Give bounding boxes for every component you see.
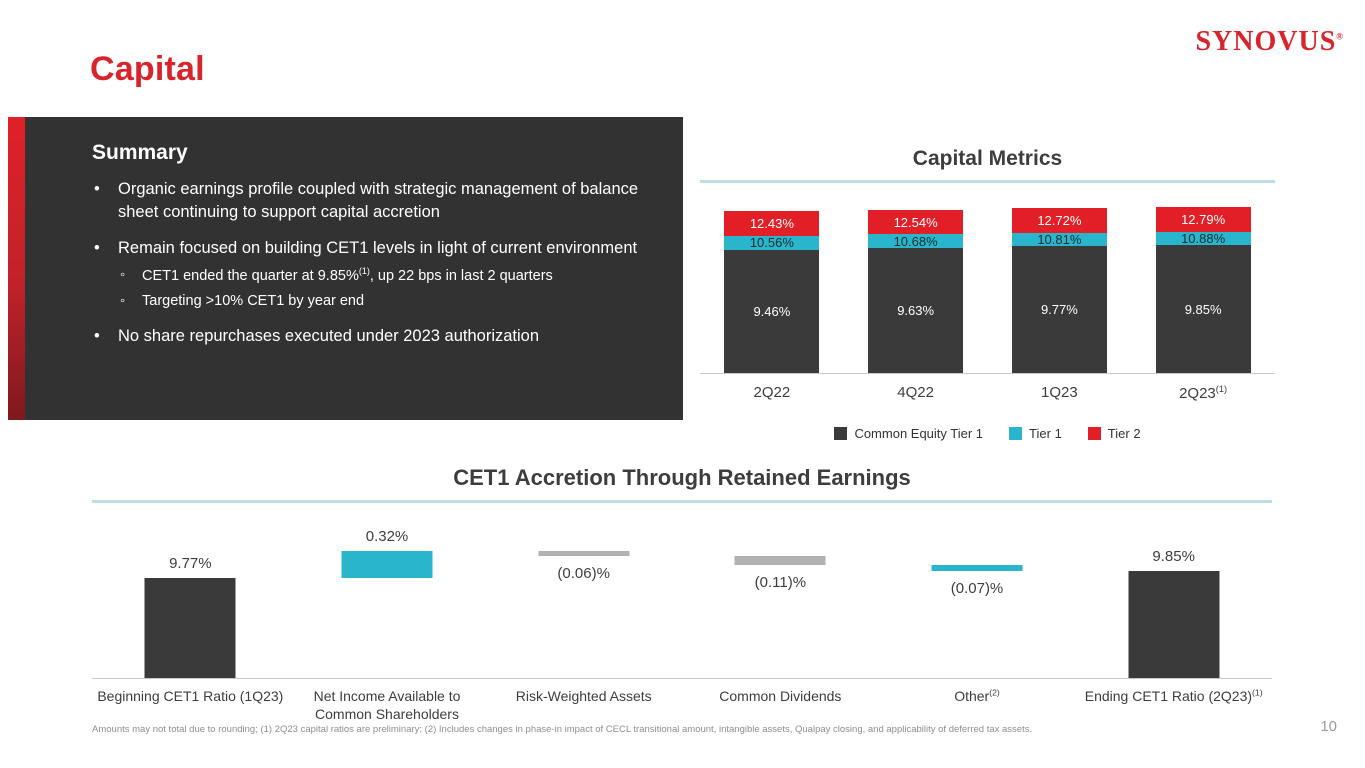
waterfall-bar (734, 555, 826, 566)
waterfall-value-label: (0.06)% (557, 564, 610, 582)
bar-column: 9.63% 10.68% 12.54% (844, 210, 988, 373)
waterfall-column: (0.11)% (682, 506, 879, 678)
bar-segment-value: 10.56% (749, 235, 794, 251)
bar-column: 9.85% 10.88% 12.79% (1131, 206, 1275, 373)
bar-segment-value: 12.79% (1181, 211, 1226, 227)
bar-segment-common-equity-tier-1: 9.63% (868, 247, 964, 373)
cet1-accretion-title: CET1 Accretion Through Retained Earnings (453, 465, 911, 490)
bar-segment-value: 12.54% (893, 214, 938, 230)
legend-item: Tier 2 (1087, 426, 1141, 441)
bar-segment-tier-1: 10.56% (724, 235, 820, 251)
legend-item: Common Equity Tier 1 (834, 426, 983, 441)
waterfall-column: (0.07)% (879, 506, 1076, 678)
summary-bullet: CET1 ended the quarter at 9.85%(1), up 2… (120, 265, 655, 286)
waterfall-column: (0.06)% (485, 506, 682, 678)
page-title: Capital (90, 50, 205, 88)
waterfall-value-label: 9.77% (169, 555, 212, 572)
summary-bullet: Organic earnings profile coupled with st… (92, 178, 655, 224)
page-number: 10 (1320, 718, 1337, 735)
waterfall-bar (538, 550, 630, 556)
x-axis-label: 2Q22 (753, 384, 791, 401)
bar-segment-value: 12.43% (749, 216, 794, 232)
waterfall-value-label: (0.11)% (754, 574, 807, 592)
bar-segment-value: 9.63% (897, 302, 935, 318)
stacked-bar: 9.46% 10.56% 12.43% (724, 211, 820, 373)
waterfall-column: 9.85% (1075, 506, 1272, 678)
bar-segment-value: 10.68% (893, 233, 938, 249)
bar-segment-tier-2: 12.54% (868, 210, 964, 235)
capital-metrics-chart: Capital Metrics 9.46% 10.56% 12.43% 9.63% 10… (700, 147, 1275, 441)
synovus-logo: SYNOVUS® (1195, 26, 1343, 58)
waterfall-value-label: 0.32% (365, 527, 409, 545)
x-axis-label: 1Q23 (1041, 384, 1078, 401)
title-divider (92, 500, 1272, 503)
waterfall-bar (931, 565, 1023, 572)
x-axis-label: 2Q23(1) (1179, 384, 1228, 402)
bar-segment-value: 12.72% (1037, 212, 1082, 228)
bar-segment-common-equity-tier-1: 9.77% (1011, 246, 1107, 373)
summary-list: Organic earnings profile coupled with st… (92, 178, 655, 348)
capital-metrics-plot: 9.46% 10.56% 12.43% 9.63% 10.68% 12.54% 9.77% 1… (700, 203, 1275, 374)
legend-item: Tier 1 (1009, 426, 1062, 441)
bar-segment-common-equity-tier-1: 9.46% (724, 250, 820, 373)
summary-heading: Summary (92, 141, 188, 164)
legend-swatch (834, 427, 848, 440)
bar-segment-tier-2: 12.43% (724, 211, 820, 236)
capital-metrics-legend: Common Equity Tier 1 Tier 1 Tier 2 (700, 426, 1275, 441)
waterfall-category-label: Risk-Weighted Assets (515, 688, 652, 704)
cet1-accretion-chart: CET1 Accretion Through Retained Earnings… (92, 465, 1272, 723)
cet1-accretion-x-axis: Beginning CET1 Ratio (1Q23) Net Income Av… (92, 687, 1272, 723)
bar-column: 9.46% 10.56% 12.43% (700, 211, 844, 373)
bar-segment-value: 9.77% (1040, 302, 1078, 317)
registered-trademark-icon: ® (1336, 31, 1343, 42)
stacked-bar: 9.63% 10.68% 12.54% (868, 210, 964, 373)
waterfall-column: 9.77% (92, 506, 289, 678)
summary-bullet: No share repurchases executed under 2023… (92, 325, 655, 348)
bar-segment-tier-1: 10.68% (868, 233, 964, 249)
waterfall-column: 0.32% (289, 506, 486, 678)
waterfall-bar (341, 550, 433, 578)
bar-segment-tier-1: 10.88% (1155, 230, 1251, 246)
bar-segment-value: 9.85% (1184, 301, 1222, 317)
summary-bullet: Remain focused on building CET1 levels i… (92, 237, 655, 260)
logo-text: SYNOVUS (1195, 26, 1337, 57)
title-divider (700, 180, 1275, 183)
stacked-bar: 9.85% 10.88% 12.79% (1155, 206, 1251, 373)
waterfall-category-label: Beginning CET1 Ratio (1Q23) (97, 688, 284, 704)
capital-metrics-title: Capital Metrics (912, 147, 1063, 170)
bar-segment-value: 10.88% (1181, 230, 1226, 246)
waterfall-value-label: 9.85% (1152, 548, 1195, 566)
bar-segment-tier-2: 12.72% (1011, 207, 1107, 233)
bar-segment-tier-1: 10.81% (1011, 231, 1107, 247)
legend-label: Tier 1 (1029, 426, 1062, 441)
summary-panel: Summary Organic earnings profile coupled… (25, 117, 683, 420)
waterfall-bar (144, 578, 236, 678)
legend-label: Common Equity Tier 1 (854, 426, 984, 441)
bar-segment-tier-2: 12.79% (1155, 206, 1251, 232)
waterfall-category-label: Common Dividends (719, 688, 842, 704)
bar-column: 9.77% 10.81% 12.72% (988, 207, 1132, 373)
stacked-bar: 9.77% 10.81% 12.72% (1011, 207, 1107, 373)
waterfall-category-label: Ending CET1 Ratio (2Q23)(1) (1084, 687, 1263, 704)
waterfall-bar (1128, 571, 1220, 678)
waterfall-category-label: Net Income Available to Common Sharehold… (313, 688, 461, 723)
footnote: Amounts may not total due to rounding; (… (92, 724, 1033, 735)
bar-segment-value: 9.46% (753, 304, 791, 319)
bar-segment-common-equity-tier-1: 9.85% (1155, 245, 1251, 373)
cet1-accretion-plot: 9.77% 0.32% (0.06)% (0.11)% (0.07)% 9.85% (92, 506, 1272, 679)
legend-swatch (1009, 427, 1023, 440)
x-axis-label: 4Q22 (897, 384, 934, 401)
waterfall-category-label: Other(2) (954, 687, 1000, 704)
legend-label: Tier 2 (1107, 426, 1141, 441)
legend-swatch (1087, 427, 1101, 440)
red-accent-strip (8, 117, 25, 420)
summary-bullet: Targeting >10% CET1 by year end (120, 291, 655, 312)
waterfall-value-label: (0.07)% (950, 580, 1004, 598)
capital-metrics-x-axis: 2Q22 4Q22 1Q23 2Q23(1) (700, 384, 1275, 402)
bar-segment-value: 10.81% (1037, 231, 1082, 247)
